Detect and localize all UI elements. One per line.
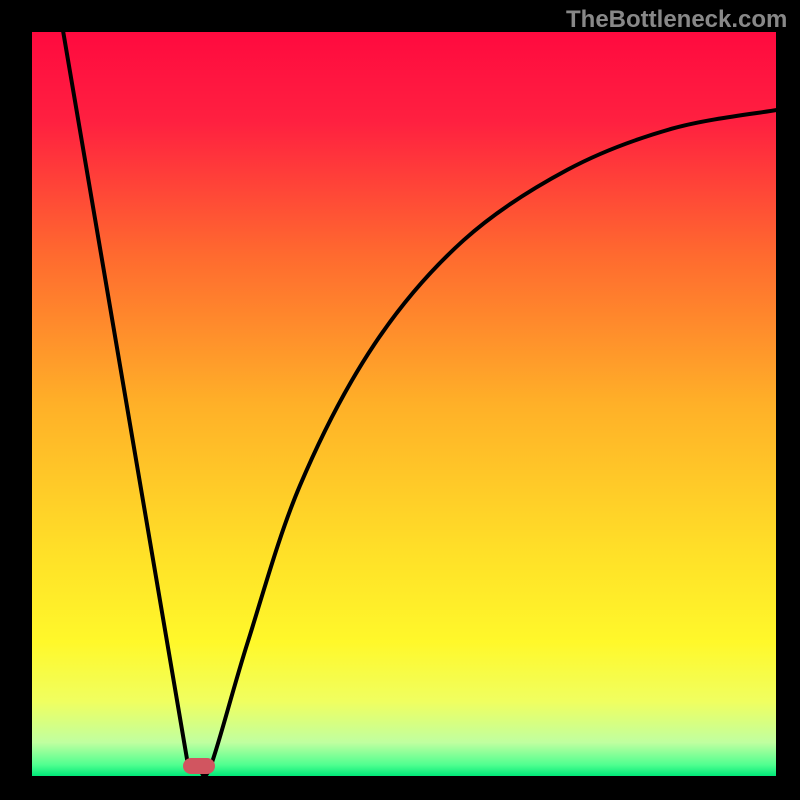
minimum-marker-pill	[183, 758, 215, 774]
bottleneck-curve	[63, 32, 776, 776]
watermark-text: TheBottleneck.com	[566, 6, 787, 34]
plot-svg	[32, 32, 776, 776]
figure-canvas: TheBottleneck.com	[0, 0, 800, 800]
plot-area	[32, 32, 776, 776]
gradient-background	[32, 32, 776, 776]
